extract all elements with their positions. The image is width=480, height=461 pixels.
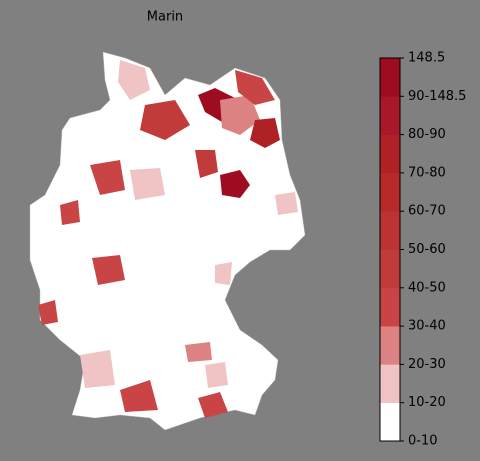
region — [205, 362, 228, 388]
colorbar-tick-label: 60-70 — [408, 204, 446, 219]
region — [60, 200, 80, 225]
colorbar: 0-10 10-20 20-30 30-40 40-50 50-60 60-70 70-80 8… — [379, 51, 466, 449]
region — [92, 255, 125, 285]
colorbar-tick-label: 30-40 — [408, 319, 446, 334]
colorbar-segment — [380, 364, 400, 403]
colorbar-segment — [380, 134, 400, 174]
region — [250, 118, 280, 148]
region — [198, 392, 228, 418]
region — [275, 192, 298, 215]
colorbar-segment — [380, 249, 400, 289]
country-outline — [29, 51, 306, 431]
colorbar-tick-label: 40-50 — [408, 280, 446, 295]
region — [120, 380, 158, 412]
colorbar-segment — [380, 58, 400, 97]
map-title: Marin — [147, 10, 183, 25]
colorbar-tick-label: 50-60 — [408, 242, 446, 257]
region — [220, 95, 260, 135]
colorbar-tick-label: 80-90 — [408, 127, 446, 142]
region — [118, 60, 150, 100]
colorbar-segment — [380, 402, 400, 442]
region — [220, 170, 250, 198]
colorbar-tick-label: 90-148.5 — [408, 89, 466, 104]
colorbar-tick-label: 20-30 — [408, 357, 446, 372]
region — [140, 100, 190, 140]
germany-map — [29, 51, 306, 431]
colorbar-segment — [380, 96, 400, 135]
region — [80, 350, 115, 388]
colorbar-tick-label: 0-10 — [408, 434, 438, 449]
region — [130, 168, 165, 200]
region — [235, 70, 275, 105]
region — [215, 262, 232, 285]
region — [90, 160, 125, 195]
colorbar-tick-label: 148.5 — [408, 51, 445, 66]
region — [185, 342, 212, 362]
colorbar-segment — [380, 172, 400, 212]
region — [38, 300, 58, 325]
colorbar-tick-label: 70-80 — [408, 165, 446, 180]
colorbar-segment — [380, 326, 400, 365]
colorbar-tick-label: 10-20 — [408, 395, 446, 410]
region — [195, 150, 218, 178]
colorbar-segment — [380, 211, 400, 250]
colorbar-segment — [380, 287, 400, 327]
